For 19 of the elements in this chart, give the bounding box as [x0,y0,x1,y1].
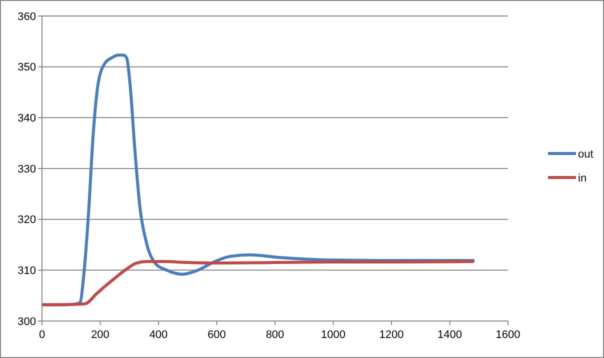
y-tick-label: 350 [18,62,36,74]
legend-label: in [578,172,587,184]
y-tick-label: 300 [18,316,36,328]
y-tick-label: 360 [18,10,36,23]
x-tick-label: 1200 [379,329,404,341]
y-tick-label: 330 [18,163,36,176]
line-series [42,260,475,306]
legend-label: out [578,148,594,160]
y-tick-label: 340 [18,112,36,125]
x-tick-label: 1000 [321,329,346,341]
x-tick-label: 0 [38,329,46,341]
x-tick-label: 800 [266,329,284,341]
x-tick-label: 400 [149,329,168,341]
x-tick-label: 1600 [496,329,520,341]
x-tick-label: 1400 [438,329,462,341]
y-tick-label: 320 [18,214,36,226]
x-tick-label: 200 [91,329,110,341]
y-tick-label: 310 [18,265,36,278]
x-tick-label: 600 [208,329,226,341]
